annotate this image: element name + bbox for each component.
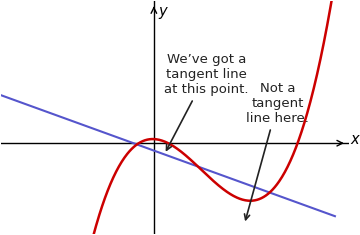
Text: y: y [159,4,167,19]
Text: We’ve got a
tangent line
at this point.: We’ve got a tangent line at this point. [164,53,248,150]
Text: Not a
tangent
line here.: Not a tangent line here. [244,82,309,220]
Text: x: x [350,132,359,147]
